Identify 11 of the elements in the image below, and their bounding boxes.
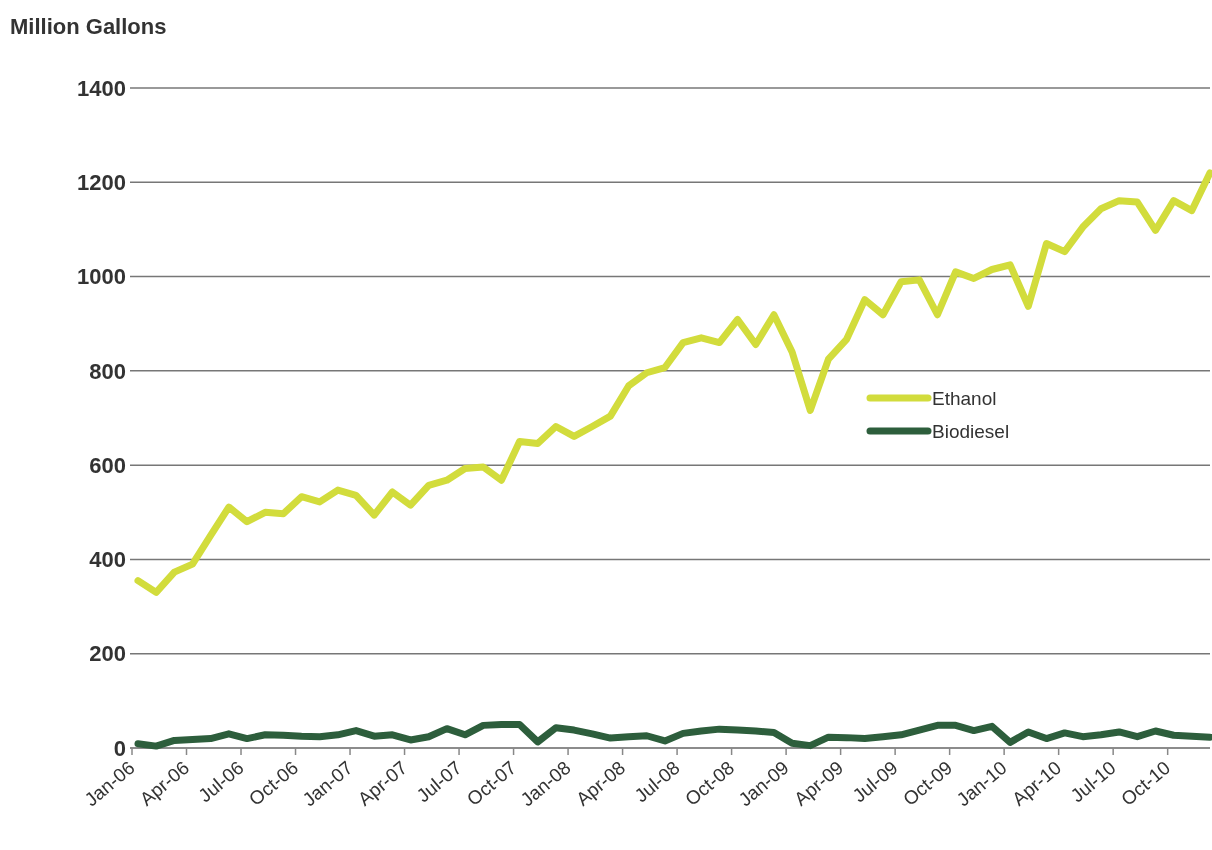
y-tick-label: 400 [89,547,126,573]
legend-label: Biodiesel [932,420,1010,442]
y-axis-title: Million Gallons [10,14,167,39]
y-tick-label: 0 [113,735,126,761]
y-tick-label: 1200 [77,169,126,195]
y-tick-label: 1400 [77,75,126,101]
y-tick-label: 800 [89,358,126,384]
y-tick-label: 600 [89,452,126,478]
legend-label: Ethanol [932,387,997,409]
y-tick-label: 1000 [77,264,126,290]
y-tick-label: 200 [89,641,126,667]
